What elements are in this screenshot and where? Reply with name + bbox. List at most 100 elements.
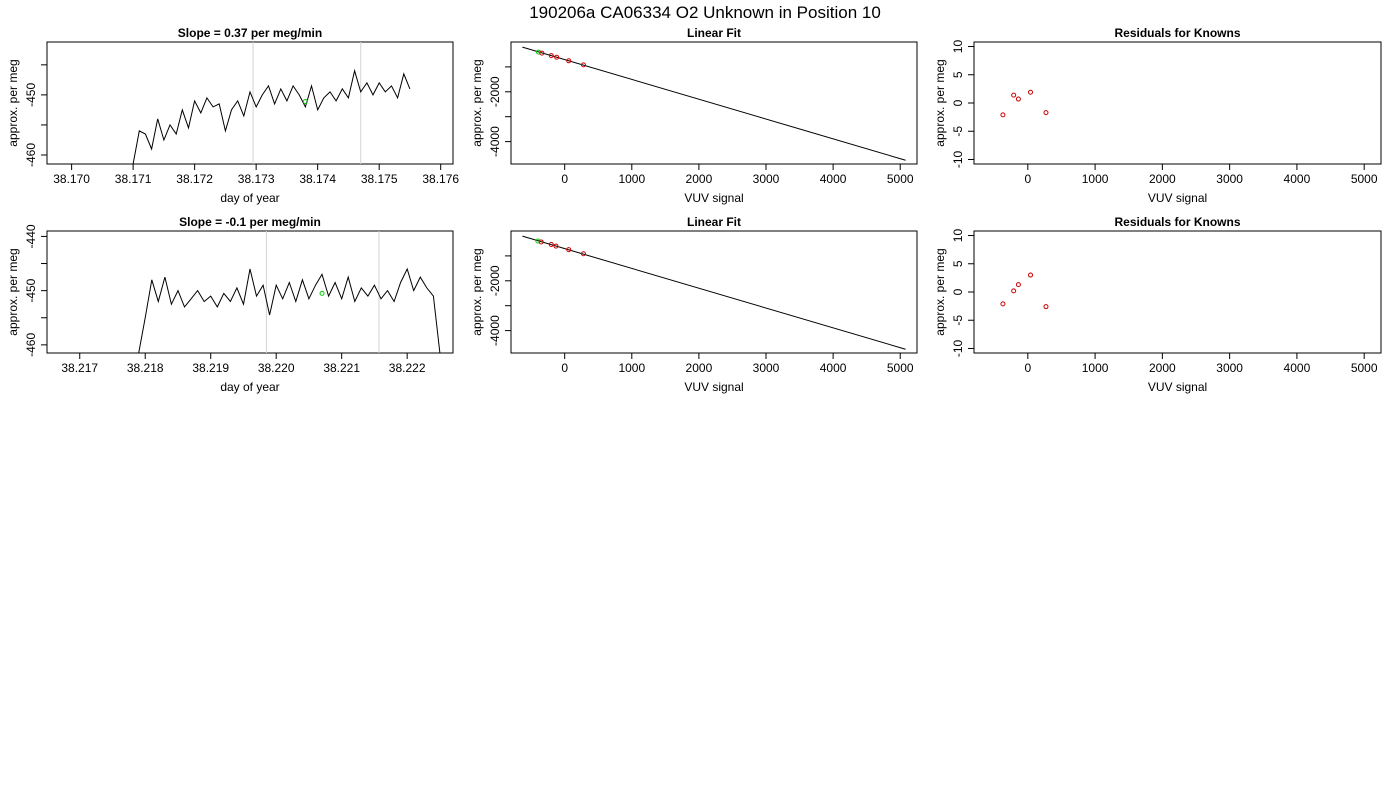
known-point — [1043, 110, 1049, 116]
known-point — [1000, 112, 1006, 118]
y-axis-label: approx. per meg — [933, 59, 947, 146]
x-tick-label: 0 — [561, 361, 568, 375]
known-point — [1015, 282, 1021, 288]
chart-panel-2: Linear Fit 0 1000 2000 3000 4000 5000 VUV signa… — [470, 26, 918, 205]
x-tick-label: 38.171 — [115, 172, 152, 186]
x-tick-label: 4000 — [820, 172, 847, 186]
plot-frame — [46, 230, 454, 354]
plot-frame — [510, 230, 918, 354]
unknown-marker-point — [302, 98, 308, 104]
plot-area — [522, 235, 906, 350]
y-tick-label: 10 — [951, 40, 965, 54]
x-tick-label: 38.218 — [127, 361, 164, 375]
x-axis-label: VUV signal — [684, 191, 743, 205]
y-tick-label: -10 — [951, 150, 965, 168]
x-tick-label: 0 — [561, 172, 568, 186]
x-tick-label: 3000 — [1216, 172, 1243, 186]
plot-area — [138, 231, 441, 353]
x-tick-label: 4000 — [1284, 172, 1311, 186]
chart-title: Linear Fit — [687, 215, 741, 229]
x-axis-label: VUV signal — [684, 380, 743, 394]
chart-panel-1: Slope = 0.37 per meg/min 38.170 38.171 38.1… — [6, 26, 459, 205]
known-point — [548, 53, 554, 59]
y-tick-label: -4000 — [488, 126, 502, 157]
y-tick-label: 0 — [951, 288, 965, 295]
chart-title: Linear Fit — [687, 26, 741, 40]
y-tick-label: 5 — [951, 260, 965, 267]
y-tick-label: -2000 — [488, 265, 502, 296]
x-tick-label: 1000 — [618, 361, 645, 375]
chart-panel-3: Residuals for Knowns 0 1000 2000 3000 4000 500… — [933, 26, 1382, 205]
y-tick-label: 0 — [951, 99, 965, 106]
x-tick-label: 38.221 — [323, 361, 360, 375]
y-tick-label: -4000 — [488, 315, 502, 346]
known-point — [554, 54, 560, 60]
x-tick-label: 4000 — [1284, 361, 1311, 375]
known-point — [1028, 272, 1034, 278]
y-tick-label: 10 — [951, 229, 965, 243]
y-axis-label: approx. per meg — [470, 59, 484, 146]
x-tick-label: 3000 — [1216, 361, 1243, 375]
x-tick-label: 38.173 — [238, 172, 275, 186]
x-tick-label: 4000 — [820, 361, 847, 375]
x-axis-label: VUV signal — [1148, 380, 1207, 394]
known-point — [1015, 96, 1021, 102]
x-tick-label: 38.217 — [61, 361, 98, 375]
known-point — [553, 243, 559, 249]
plot-frame — [46, 41, 454, 165]
plot-frame — [973, 230, 1382, 354]
plot-area — [1000, 272, 1049, 310]
y-axis-label: approx. per meg — [6, 59, 20, 146]
y-tick-label: -2000 — [488, 76, 502, 107]
panels: Slope = 0.37 per meg/min 38.170 38.171 38.1… — [6, 26, 1382, 394]
fit-line — [522, 46, 906, 161]
data-series-line — [132, 68, 411, 164]
x-tick-label: 38.176 — [422, 172, 459, 186]
chart-panel-5: Linear Fit 0 1000 2000 3000 4000 5000 VUV signa… — [470, 215, 918, 394]
data-series-line — [138, 267, 441, 353]
x-tick-label: 5000 — [1351, 172, 1378, 186]
x-tick-label: 3000 — [753, 361, 780, 375]
y-tick-label: -440 — [24, 224, 38, 248]
y-tick-label: -460 — [24, 143, 38, 167]
known-point — [1028, 89, 1034, 95]
x-tick-label: 1000 — [1082, 172, 1109, 186]
known-point — [580, 251, 586, 257]
known-point — [580, 62, 586, 68]
known-point — [1043, 304, 1049, 310]
x-tick-label: 38.174 — [299, 172, 336, 186]
unknown-marker-point — [319, 290, 325, 296]
x-tick-label: 38.175 — [361, 172, 398, 186]
y-tick-label: 5 — [951, 71, 965, 78]
fit-line — [522, 235, 906, 350]
chart-title: Residuals for Knowns — [1114, 26, 1240, 40]
plot-frame — [973, 41, 1382, 165]
chart-title: Slope = -0.1 per meg/min — [179, 215, 321, 229]
chart-panel-4: Slope = -0.1 per meg/min 38.217 38.218 38.2… — [6, 215, 454, 394]
x-tick-label: 38.220 — [258, 361, 295, 375]
x-tick-label: 0 — [1024, 172, 1031, 186]
y-tick-label: -450 — [24, 83, 38, 107]
x-tick-label: 38.219 — [192, 361, 229, 375]
chart-panel-6: Residuals for Knowns 0 1000 2000 3000 4000 500… — [933, 215, 1382, 394]
y-tick-label: -10 — [951, 339, 965, 357]
x-tick-label: 3000 — [753, 172, 780, 186]
y-tick-label: -5 — [951, 126, 965, 137]
plot-area — [522, 46, 906, 161]
known-point — [539, 50, 545, 56]
known-point — [538, 239, 544, 245]
y-tick-label: -450 — [24, 278, 38, 302]
known-point — [566, 247, 572, 253]
plot-area — [1000, 89, 1049, 118]
chart-title: Slope = 0.37 per meg/min — [178, 26, 322, 40]
known-point — [1000, 301, 1006, 307]
y-tick-label: -460 — [24, 333, 38, 357]
x-axis-label: day of year — [220, 380, 279, 394]
x-tick-label: 2000 — [686, 361, 713, 375]
y-axis-label: approx. per meg — [933, 248, 947, 335]
x-tick-label: 5000 — [1351, 361, 1378, 375]
known-point — [1011, 288, 1017, 294]
x-axis-label: VUV signal — [1148, 191, 1207, 205]
known-point — [1011, 92, 1017, 98]
